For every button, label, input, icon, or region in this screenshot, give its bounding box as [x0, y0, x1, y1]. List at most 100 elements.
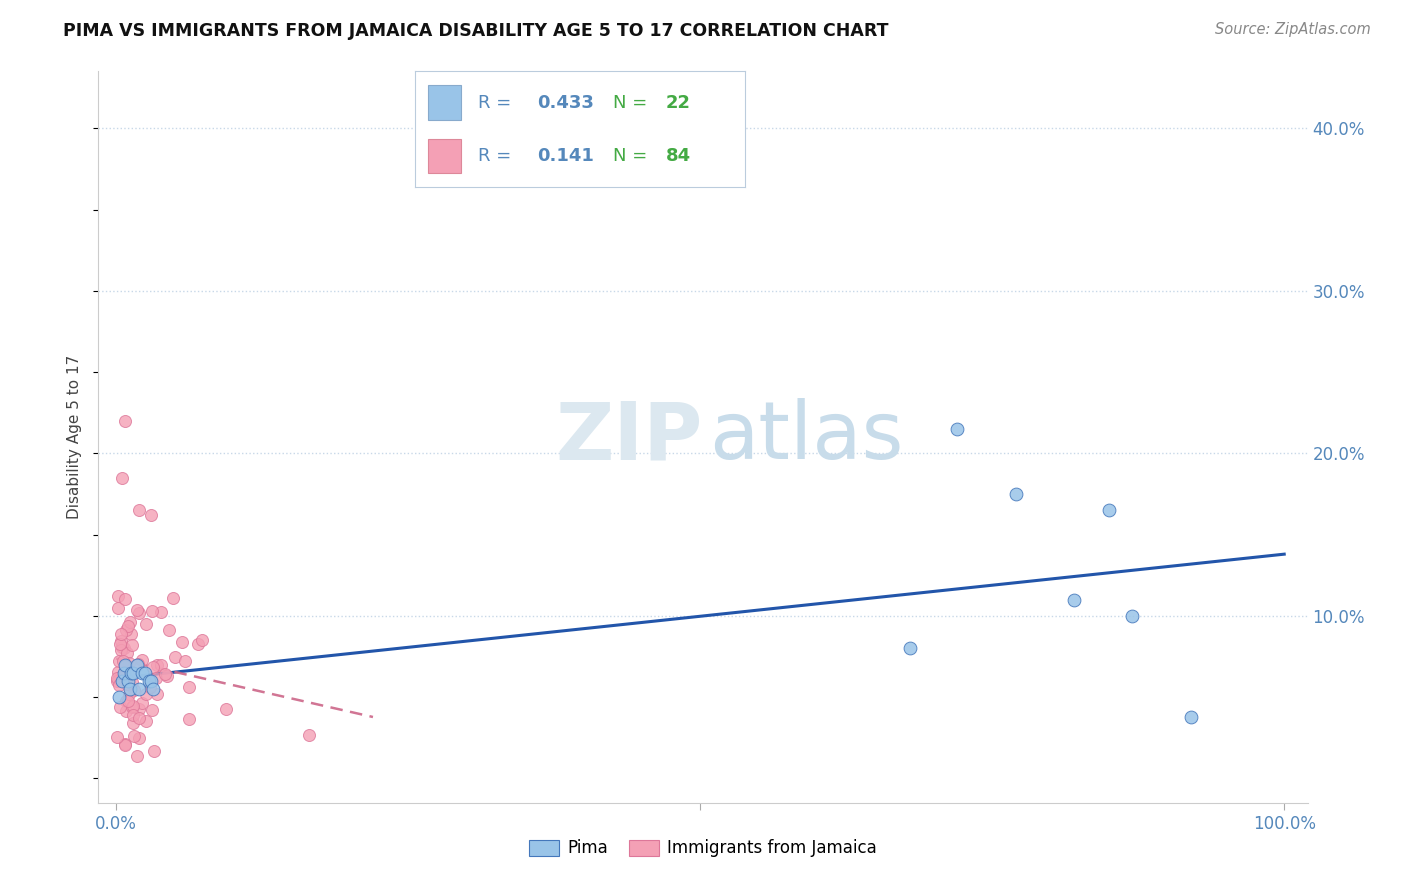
Point [108, 678, 131, 692]
Point [114, 414, 136, 428]
Point [108, 637, 131, 651]
Point [114, 591, 136, 606]
Point [187, 637, 209, 651]
Text: N =: N = [613, 94, 652, 112]
Point [149, 605, 172, 619]
Point [114, 704, 136, 718]
Point [142, 681, 165, 696]
Point [128, 681, 150, 696]
Text: N =: N = [613, 147, 652, 165]
Point [135, 687, 157, 701]
Point [117, 619, 139, 633]
Point [138, 680, 160, 694]
Point [110, 643, 132, 657]
Point [1004, 487, 1026, 501]
Point [118, 669, 141, 683]
Point [121, 699, 143, 714]
Point [110, 634, 132, 648]
Point [105, 671, 128, 685]
Point [110, 627, 132, 641]
Point [115, 666, 138, 681]
Point [146, 658, 169, 673]
Point [177, 712, 200, 726]
Point [114, 657, 136, 672]
Text: atlas: atlas [709, 398, 904, 476]
Point [131, 696, 153, 710]
Point [131, 665, 153, 680]
Point [127, 657, 149, 671]
Point [110, 670, 132, 684]
Point [120, 627, 142, 641]
FancyBboxPatch shape [427, 138, 461, 173]
Point [111, 471, 134, 485]
Point [108, 690, 131, 705]
Point [125, 749, 148, 764]
Point [107, 730, 129, 744]
Y-axis label: Disability Age 5 to 17: Disability Age 5 to 17 [67, 355, 83, 519]
Point [157, 623, 180, 637]
Point [112, 641, 135, 656]
Point [107, 671, 129, 685]
Point [108, 654, 131, 668]
Point [128, 503, 150, 517]
Point [173, 654, 195, 668]
Point [139, 673, 162, 688]
Point [898, 641, 921, 656]
Point [112, 665, 135, 680]
Point [128, 731, 150, 746]
Point [122, 699, 145, 714]
Text: ZIP: ZIP [555, 398, 703, 476]
Point [107, 674, 129, 689]
Point [112, 654, 135, 668]
Text: 0.141: 0.141 [537, 147, 593, 165]
Point [111, 673, 134, 688]
Point [107, 601, 129, 615]
Point [134, 665, 156, 680]
Point [1121, 608, 1143, 623]
Point [138, 673, 160, 688]
Text: 0.433: 0.433 [537, 94, 593, 112]
Text: PIMA VS IMMIGRANTS FROM JAMAICA DISABILITY AGE 5 TO 17 CORRELATION CHART: PIMA VS IMMIGRANTS FROM JAMAICA DISABILI… [63, 22, 889, 40]
Point [122, 716, 145, 731]
Point [118, 681, 141, 696]
Text: Source: ZipAtlas.com: Source: ZipAtlas.com [1215, 22, 1371, 37]
Point [108, 700, 131, 714]
Point [155, 669, 177, 683]
Point [115, 694, 138, 708]
Point [142, 659, 165, 673]
Text: R =: R = [478, 147, 522, 165]
Point [155, 666, 177, 681]
Point [141, 704, 163, 718]
Point [114, 739, 136, 753]
Point [117, 659, 139, 673]
Legend: Pima, Immigrants from Jamaica: Pima, Immigrants from Jamaica [523, 832, 883, 864]
Point [107, 589, 129, 603]
Point [946, 422, 969, 436]
Point [117, 693, 139, 707]
Point [114, 659, 136, 673]
Point [125, 602, 148, 616]
Point [141, 604, 163, 618]
Point [128, 606, 150, 620]
Text: 84: 84 [666, 147, 690, 165]
Point [128, 711, 150, 725]
Point [121, 674, 143, 689]
Point [1180, 709, 1202, 723]
Point [122, 682, 145, 697]
Point [170, 634, 193, 648]
Point [115, 676, 138, 690]
Point [120, 615, 142, 629]
Point [131, 653, 153, 667]
Point [163, 650, 186, 665]
Point [191, 633, 214, 648]
Point [297, 728, 319, 742]
Point [135, 617, 157, 632]
Point [128, 702, 150, 716]
Point [139, 508, 162, 522]
Point [122, 729, 145, 743]
Point [110, 640, 132, 655]
Point [1063, 592, 1085, 607]
Point [215, 701, 238, 715]
Text: 22: 22 [666, 94, 690, 112]
Point [117, 673, 139, 688]
